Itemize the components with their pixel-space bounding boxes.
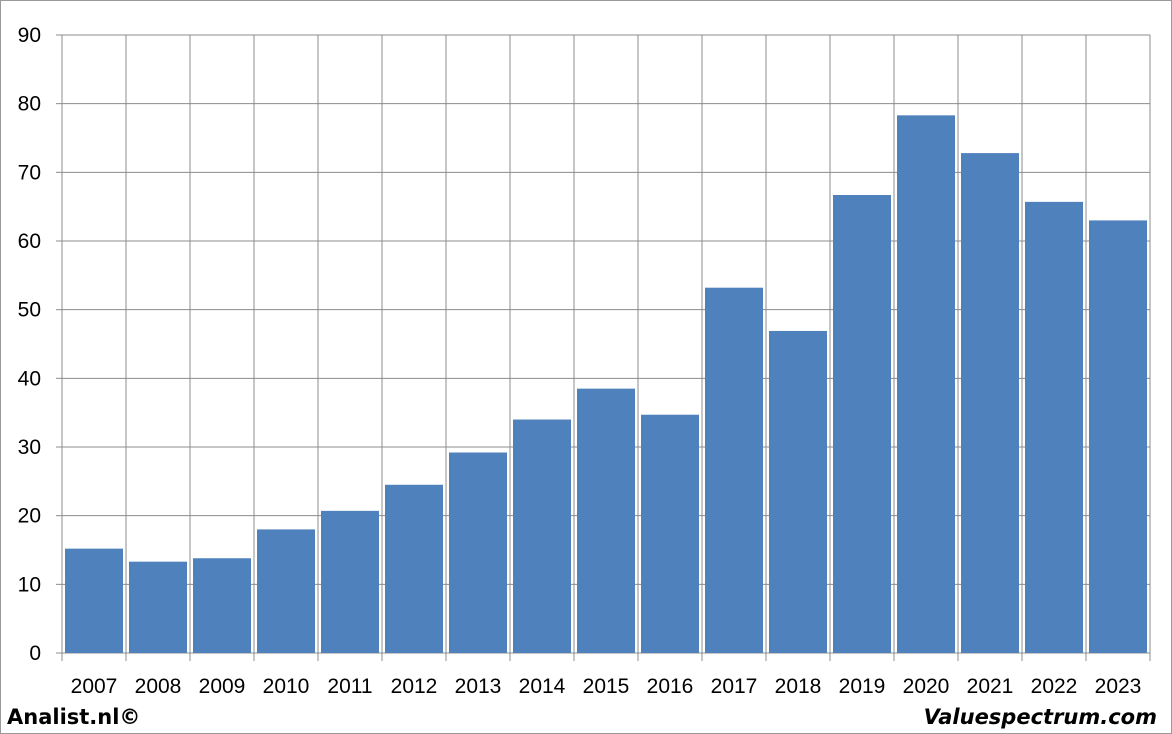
y-tick-label: 0 (29, 642, 41, 665)
y-tick-label: 90 (18, 24, 41, 47)
x-tick-label: 2017 (711, 675, 758, 698)
x-tick-label: 2010 (263, 675, 310, 698)
x-tick-label: 2019 (839, 675, 886, 698)
y-tick-label: 80 (18, 93, 41, 116)
bar-2010 (257, 529, 315, 653)
bar-2009 (193, 558, 251, 653)
bar-2011 (321, 510, 379, 653)
y-tick-label: 70 (18, 161, 41, 184)
bar-2018 (769, 330, 827, 653)
bar-2012 (385, 484, 443, 653)
x-tick-label: 2013 (455, 675, 502, 698)
y-tick-label: 20 (18, 505, 41, 528)
x-tick-label: 2018 (775, 675, 822, 698)
x-tick-label: 2007 (71, 675, 118, 698)
bar-2019 (833, 194, 891, 653)
bar-2007 (65, 548, 123, 653)
x-tick-label: 2021 (967, 675, 1014, 698)
y-tick-label: 40 (18, 367, 41, 390)
x-tick-label: 2020 (903, 675, 950, 698)
bar-2017 (705, 287, 763, 653)
bar-2022 (1025, 201, 1083, 654)
y-tick-label: 30 (18, 436, 41, 459)
bar-2021 (961, 153, 1019, 653)
y-tick-label: 50 (18, 299, 41, 322)
bar-2016 (641, 414, 699, 653)
x-tick-label: 2008 (135, 675, 182, 698)
bar-2013 (449, 452, 507, 653)
footer-source-right: Valuespectrum.com (923, 705, 1157, 729)
x-tick-label: 2016 (647, 675, 694, 698)
x-tick-label: 2009 (199, 675, 246, 698)
bar-chart: 0 10 20 30 40 50 60 70 80 90 2007 2008 2009 2010 2011 2… (18, 24, 1151, 698)
footer-source-left: Analist.nl© (7, 705, 141, 729)
bar-2020 (897, 115, 955, 654)
bar-2015 (577, 388, 635, 653)
y-tick-label: 10 (18, 573, 41, 596)
x-tick-label: 2014 (519, 675, 566, 698)
bar-2014 (513, 419, 571, 653)
x-tick-label: 2023 (1095, 675, 1142, 698)
x-tick-label: 2015 (583, 675, 630, 698)
x-tick-label: 2012 (391, 675, 438, 698)
x-tick-label: 2022 (1031, 675, 1078, 698)
bar-2023 (1089, 220, 1147, 653)
bar-2008 (129, 561, 187, 653)
x-tick-label: 2011 (327, 675, 372, 698)
y-tick-label: 60 (18, 230, 41, 253)
